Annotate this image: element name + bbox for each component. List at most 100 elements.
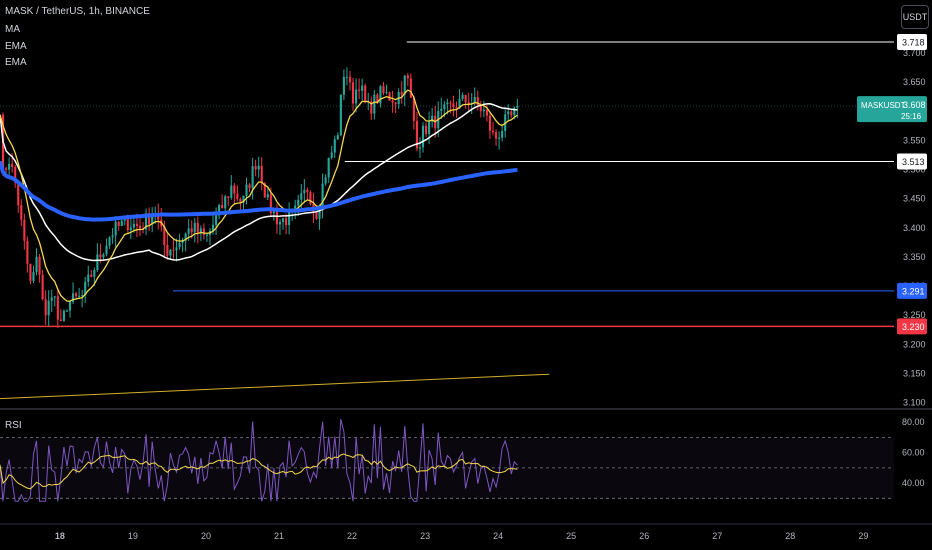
candle-body — [236, 193, 239, 199]
currency-button[interactable]: USDT — [901, 5, 929, 29]
candle-body — [50, 297, 53, 301]
candle-body — [385, 92, 388, 94]
level-badge — [897, 318, 927, 335]
candle-body — [32, 272, 35, 281]
candle-body — [202, 228, 205, 235]
candle-body — [501, 130, 504, 138]
candle-body — [300, 193, 303, 200]
candle-body — [242, 195, 245, 203]
candle-body — [65, 310, 69, 312]
candle-body — [81, 295, 84, 297]
rsi-panel: 80.00 60.00 40.00 — [0, 417, 925, 502]
candle-body — [321, 183, 324, 208]
candle-body — [151, 215, 154, 225]
candle-body — [309, 192, 312, 204]
candle-body — [418, 147, 422, 149]
x-tick-label: 19 — [128, 531, 138, 541]
candle-body — [263, 183, 266, 198]
y-tick-label: 3.250 — [903, 310, 926, 320]
candle-body — [114, 221, 117, 236]
rsi-tick-label: 40.00 — [902, 478, 925, 488]
candle-body — [99, 254, 102, 258]
candle-body — [269, 194, 272, 214]
candle-body — [431, 115, 434, 122]
candle-body — [35, 256, 38, 273]
candle-body — [190, 228, 193, 233]
candle-body — [239, 198, 242, 203]
candle-body — [315, 211, 318, 219]
candle-body — [452, 103, 455, 108]
candle-body — [230, 185, 233, 198]
candle-body — [84, 281, 87, 296]
candle-body — [510, 111, 513, 116]
candle-body — [327, 157, 330, 178]
candle-body — [406, 75, 409, 79]
candle-body — [516, 106, 519, 108]
candle-body — [96, 254, 99, 271]
candle-body — [485, 109, 488, 116]
candle-body — [428, 121, 431, 134]
indicator-ma-label[interactable]: MA — [5, 24, 20, 35]
ma-line — [0, 103, 518, 262]
candle-body — [196, 222, 199, 234]
x-tick-label: 27 — [712, 531, 722, 541]
candle-body — [382, 86, 385, 93]
y-tick-label: 3.550 — [903, 135, 926, 145]
candle-body — [11, 163, 14, 167]
candle-body — [281, 218, 285, 222]
candle-body — [446, 102, 449, 105]
candle-body — [53, 296, 56, 298]
candle-body — [93, 270, 96, 277]
candle-body — [358, 89, 361, 91]
indicator-ema-label[interactable]: EMA — [5, 41, 27, 52]
candle-body — [59, 319, 62, 321]
level-label: 3.513 — [902, 157, 925, 167]
candle-body — [379, 86, 382, 104]
candle-body — [17, 182, 20, 206]
level-label: 3.230 — [902, 322, 925, 332]
candle-body — [330, 152, 333, 158]
candle-body — [400, 92, 403, 95]
candle-body — [111, 235, 114, 238]
candle-body — [443, 104, 446, 109]
candle-body — [303, 189, 306, 194]
level-badge — [897, 33, 927, 50]
candle-body — [227, 196, 230, 198]
candle-body — [415, 120, 418, 149]
candle-body — [175, 247, 178, 251]
candles — [1, 67, 519, 329]
candle-body — [254, 166, 257, 170]
level-label: 3.291 — [902, 286, 925, 296]
candle-body — [87, 274, 90, 282]
candle-body — [172, 249, 175, 251]
candle-body — [355, 89, 358, 104]
y-tick-label: 3.400 — [903, 223, 926, 233]
candle-body — [47, 300, 50, 316]
candle-body — [78, 295, 81, 297]
candle-body — [482, 109, 485, 112]
x-tick-label: 23 — [420, 531, 430, 541]
candle-body — [205, 234, 209, 236]
candle-body — [403, 75, 406, 95]
x-tick-label: 24 — [493, 531, 503, 541]
candle-body — [288, 210, 291, 226]
rsi-tick-label: 60.00 — [902, 448, 925, 458]
candle-body — [339, 94, 342, 136]
candle-body — [364, 85, 367, 103]
candle-body — [71, 293, 75, 302]
candle-body — [163, 226, 166, 245]
x-tick-label: 18 — [55, 531, 65, 541]
candle-body — [440, 108, 443, 112]
rsi-label: RSI — [5, 420, 22, 431]
candle-body — [218, 205, 221, 216]
candle-body — [333, 139, 336, 153]
indicator-ema-label-2[interactable]: EMA — [5, 57, 27, 68]
candle-body — [44, 299, 47, 316]
level-label: 3.718 — [902, 37, 925, 47]
candle-body — [245, 184, 248, 196]
candle-body — [361, 85, 364, 91]
candle-body — [221, 205, 224, 209]
candle-body — [336, 135, 339, 140]
